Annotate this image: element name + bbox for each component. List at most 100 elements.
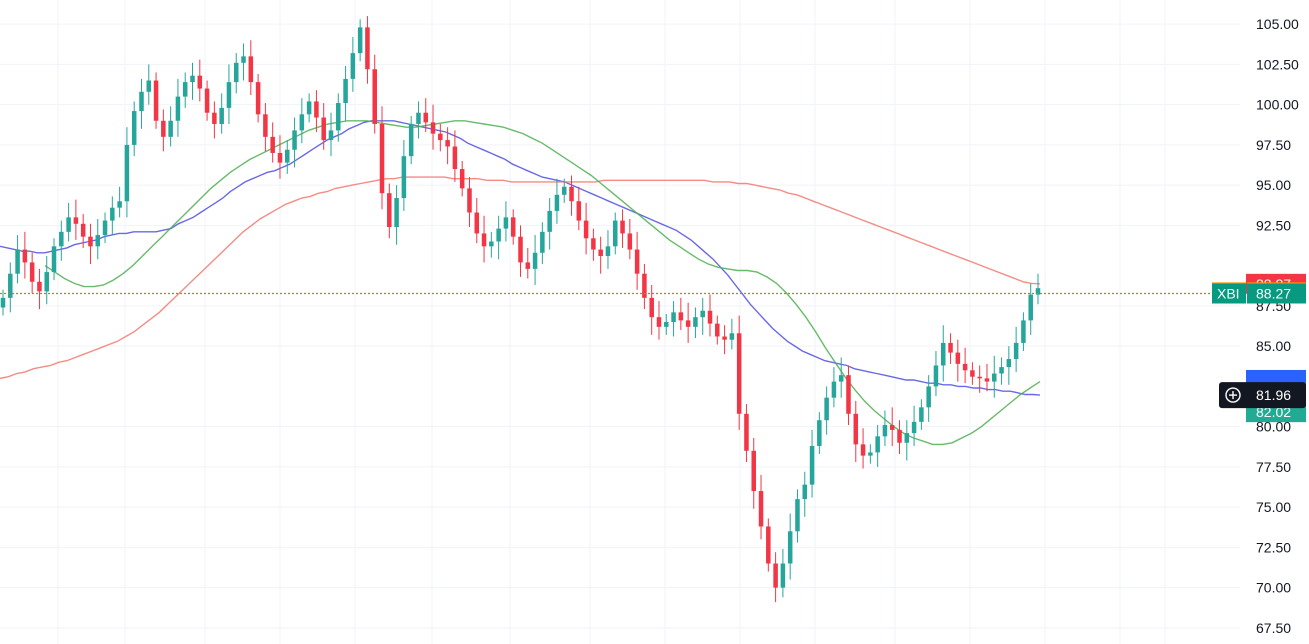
candle: [416, 101, 421, 139]
candle-body: [904, 433, 910, 443]
candle: [787, 513, 793, 580]
candle-body: [314, 101, 319, 118]
candle-body: [212, 112, 217, 124]
candle: [408, 115, 414, 165]
candle: [729, 318, 735, 350]
candle: [153, 72, 159, 129]
candle-body: [161, 120, 166, 137]
plus-circle-icon[interactable]: [1225, 387, 1241, 403]
candle-body: [860, 444, 866, 456]
candle-body: [780, 563, 786, 588]
candle: [795, 489, 800, 543]
candle: [372, 54, 377, 134]
candle-body: [481, 233, 487, 247]
candle: [693, 307, 698, 339]
candle-body: [889, 425, 895, 430]
candle-body: [561, 186, 567, 195]
y-tick-label: 77.50: [1256, 459, 1291, 475]
candle: [270, 122, 275, 163]
candle: [212, 101, 217, 139]
candle-body: [671, 312, 676, 322]
candle-body: [131, 111, 137, 145]
candle-body: [540, 231, 545, 253]
candle-body: [285, 149, 290, 163]
candle-body: [569, 186, 574, 202]
candle: [919, 399, 924, 430]
candle: [438, 123, 443, 152]
candle-body: [824, 397, 829, 421]
candle: [678, 297, 684, 331]
candle-body: [110, 207, 115, 221]
candle: [722, 325, 727, 355]
candle-body: [525, 262, 531, 269]
candle: [518, 225, 523, 277]
candle-body: [44, 272, 49, 292]
crosshair-label-bg: [1219, 382, 1306, 409]
y-tick-label: 100.00: [1256, 97, 1299, 113]
candle-body: [817, 420, 822, 446]
y-tick-label: 67.50: [1256, 620, 1291, 636]
candle: [131, 101, 137, 157]
price-axis[interactable]: 105.00102.50100.0097.5095.0092.5087.5085…: [1240, 0, 1309, 644]
candle: [117, 186, 122, 218]
candle: [44, 255, 49, 305]
candle-body: [15, 249, 20, 274]
candle: [889, 407, 895, 446]
candle: [190, 62, 195, 100]
candle-body: [583, 220, 589, 239]
candle: [255, 74, 261, 123]
candle: [824, 386, 829, 435]
candle: [263, 103, 268, 152]
add-alert-button[interactable]: [1225, 387, 1241, 403]
candle-body: [1006, 359, 1012, 368]
candle-body: [605, 246, 611, 256]
candle: [649, 284, 654, 335]
candle-body: [102, 220, 108, 236]
candle: [656, 301, 662, 340]
candle-body: [29, 262, 35, 282]
candle-body: [452, 146, 458, 170]
candle-body: [751, 450, 756, 492]
candle: [569, 175, 574, 216]
candle: [430, 104, 436, 150]
candle-body: [532, 252, 538, 269]
candle-body: [146, 80, 152, 92]
candle-body: [438, 133, 443, 141]
candle: [940, 325, 946, 382]
grid: [0, 0, 1240, 644]
candle-body: [649, 297, 654, 318]
candle-body: [736, 333, 742, 414]
badge-label-bg: [1212, 283, 1246, 304]
candle: [853, 400, 859, 463]
candle: [766, 518, 771, 572]
candle: [15, 235, 20, 284]
candle-body: [379, 123, 385, 194]
candle: [962, 347, 968, 384]
candle: [525, 247, 531, 279]
price-axis-bg: [1240, 0, 1309, 644]
candle-body: [80, 223, 86, 237]
badge-label: XBI: [1217, 286, 1240, 302]
candle: [95, 218, 101, 260]
candle-body: [984, 378, 990, 382]
candle-body: [277, 152, 283, 163]
candle: [605, 230, 611, 269]
candle: [955, 339, 961, 382]
sma-green-badge-label: 82.02: [1256, 404, 1291, 420]
candle-body: [919, 407, 924, 422]
candle: [700, 297, 705, 335]
candle-body: [321, 117, 326, 141]
candle: [182, 72, 188, 108]
candle: [394, 185, 399, 245]
y-tick-label: 95.00: [1256, 177, 1291, 193]
badge-bg: [1247, 283, 1306, 304]
candle: [328, 112, 334, 157]
candle-body: [357, 27, 363, 54]
candle-body: [802, 484, 808, 500]
moving-averages: [0, 120, 1041, 446]
candle-body: [124, 144, 130, 202]
candle: [897, 420, 902, 455]
candle: [999, 357, 1004, 385]
